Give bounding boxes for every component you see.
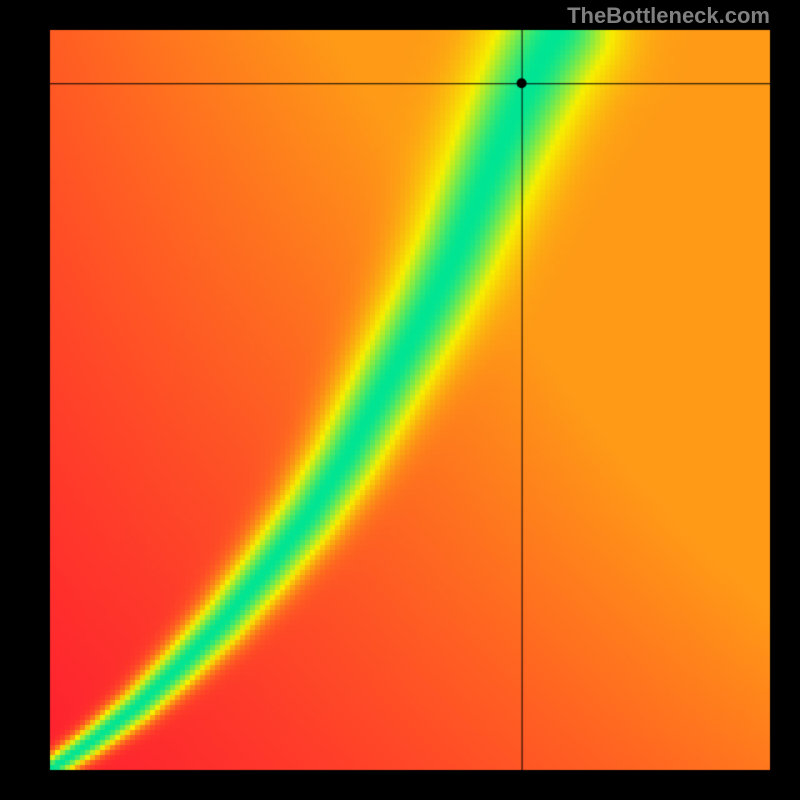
bottleneck-heatmap (0, 0, 800, 800)
